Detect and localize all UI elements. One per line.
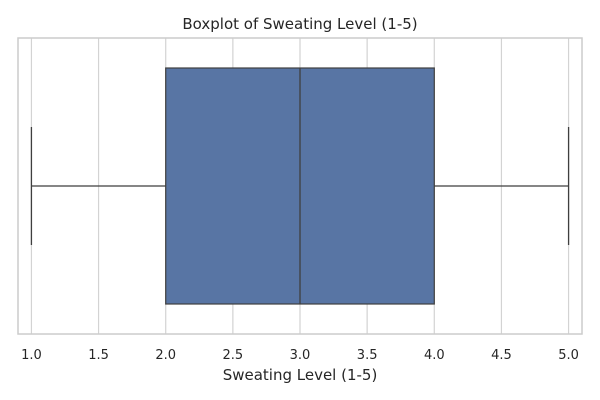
x-tick-label: 1.0 (21, 348, 42, 363)
box-element (30, 67, 570, 305)
x-tick-label: 2.0 (155, 348, 176, 363)
chart-title: Boxplot of Sweating Level (1-5) (182, 15, 417, 33)
x-tick-label: 1.5 (88, 348, 109, 363)
x-tick-label: 3.5 (357, 348, 378, 363)
x-tick-label: 3.0 (290, 348, 311, 363)
x-tick-label: 4.0 (424, 348, 445, 363)
x-axis-label: Sweating Level (1-5) (223, 366, 378, 384)
plot-frame (17, 37, 583, 335)
x-tick-label: 4.5 (491, 348, 512, 363)
x-tick-label: 5.0 (558, 348, 579, 363)
x-tick-label: 2.5 (223, 348, 244, 363)
x-ticks: 1.0 1.5 2.0 2.5 3.0 3.5 4.0 4.5 5.0 (21, 348, 579, 363)
